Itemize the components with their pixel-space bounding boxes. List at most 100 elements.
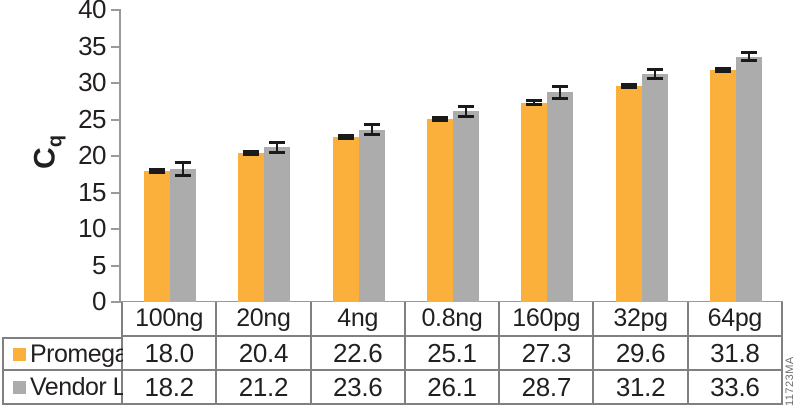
error-bar-cap-bottom <box>149 170 166 174</box>
error-bar-cap-bottom <box>269 150 286 154</box>
error-bar-cap-top <box>337 134 354 138</box>
category-cell: 4ng <box>311 302 406 337</box>
y-axis-tick <box>111 191 121 194</box>
category-cell: 160pg <box>500 302 595 337</box>
value-cell-promega-20ng: 20.4 <box>217 337 312 371</box>
bar-vendor-l-100ng <box>170 169 197 302</box>
value-cell-promega-0.8ng: 25.1 <box>405 337 501 371</box>
legend-label: Promega <box>30 339 128 368</box>
y-axis-tick <box>111 45 121 48</box>
legend-color-swatch-icon <box>13 380 26 394</box>
bar-vendor-l-4ng <box>358 129 385 302</box>
y-tick-label: 35 <box>78 30 106 61</box>
bar-vendor-l-0.8ng <box>453 111 479 302</box>
error-bar-line <box>747 52 750 61</box>
category-cell: 100ng <box>123 302 218 337</box>
y-axis-tick <box>111 228 121 230</box>
y-tick-label: 20 <box>78 139 106 170</box>
value-cell-promega-64pg: 31.8 <box>688 337 783 371</box>
error-bar-cap-bottom <box>714 70 731 74</box>
error-bar-line <box>465 106 467 117</box>
error-bar-line <box>533 100 536 105</box>
y-tick-label: 30 <box>78 66 106 97</box>
bar-promega-160pg <box>521 102 548 302</box>
error-bar-cap-bottom <box>432 118 448 122</box>
value-cell-vendor-l-0.8ng: 26.1 <box>405 371 501 405</box>
y-axis-tick <box>111 82 121 84</box>
value-cell-vendor-l-64pg: 33.6 <box>688 371 783 405</box>
y-axis-tick <box>111 9 121 11</box>
error-bar-cap-top <box>149 167 166 171</box>
value-cell-promega-100ng: 18.0 <box>123 337 218 371</box>
value-cell-vendor-l-4ng: 23.6 <box>311 371 406 405</box>
error-bar-cap-bottom <box>646 77 663 81</box>
legend-cell-promega: Promega <box>2 337 128 371</box>
error-bar-cap-bottom <box>175 174 192 178</box>
value-cell-vendor-l-160pg: 28.7 <box>500 371 595 405</box>
category-cell: 32pg <box>594 302 689 337</box>
value-cell-vendor-l-32pg: 31.2 <box>594 371 689 405</box>
error-bar-cap-top <box>269 140 286 144</box>
value-cell-vendor-l-20ng: 21.2 <box>217 371 312 405</box>
legend-cell-vendor-l: Vendor L <box>2 371 127 405</box>
bar-vendor-l-160pg <box>547 92 574 302</box>
error-bar-cap-top <box>740 51 757 55</box>
error-bar-cap-top <box>243 150 260 154</box>
value-cell-vendor-l-100ng: 18.2 <box>123 371 218 405</box>
value-cell-promega-32pg: 29.6 <box>594 337 689 371</box>
y-tick-label: 0 <box>92 285 106 316</box>
bar-promega-32pg <box>615 85 642 302</box>
error-bar-cap-bottom <box>526 103 543 107</box>
bar-promega-100ng <box>144 170 171 302</box>
value-cell-promega-160pg: 27.3 <box>500 337 595 371</box>
error-bar-cap-top <box>363 123 380 127</box>
table-corner-blank <box>2 302 123 337</box>
category-cell: 20ng <box>217 302 312 337</box>
y-tick-label: 25 <box>78 103 106 134</box>
error-bar-cap-bottom <box>243 153 260 157</box>
y-tick-label: 5 <box>92 249 106 280</box>
data-table: 100ng 20ng 4ng 0.8ng 160pg 32pg 64pg Promega 18.… <box>2 302 783 405</box>
bar-promega-20ng <box>238 153 265 302</box>
y-tick-label: 40 <box>78 0 106 24</box>
error-bar-line <box>653 69 656 79</box>
error-bar-line <box>721 68 724 72</box>
error-bar-cap-top <box>620 82 637 86</box>
error-bar-line <box>276 142 279 153</box>
y-tick-label: 15 <box>78 176 106 207</box>
error-bar-cap-top <box>552 85 569 89</box>
error-bar-cap-top <box>714 66 731 70</box>
y-axis-tick <box>111 155 121 157</box>
error-bar-cap-top <box>458 104 474 108</box>
error-bar-line <box>182 162 185 176</box>
bar-vendor-l-20ng <box>264 147 291 302</box>
y-axis-tick <box>111 301 121 303</box>
value-cell-promega-4ng: 22.6 <box>311 337 406 371</box>
category-cell: 64pg <box>688 302 783 337</box>
bar-vendor-l-64pg <box>735 56 762 302</box>
category-cell: 0.8ng <box>405 302 501 337</box>
legend-label: Vendor L <box>30 372 127 401</box>
bar-vendor-l-32pg <box>641 74 668 302</box>
error-bar-cap-top <box>175 161 192 165</box>
error-bar-cap-bottom <box>552 96 569 100</box>
error-bar-cap-top <box>432 115 448 119</box>
bar-promega-4ng <box>332 137 359 302</box>
error-bar-cap-top <box>526 99 543 103</box>
error-bar-cap-bottom <box>620 86 637 90</box>
y-tick-label: 10 <box>78 212 106 243</box>
bar-promega-64pg <box>709 69 736 302</box>
error-bar-line <box>370 124 373 135</box>
y-axis-tick <box>111 118 121 121</box>
error-bar-cap-bottom <box>458 115 474 119</box>
legend-color-swatch-icon <box>13 347 26 361</box>
bar-promega-0.8ng <box>427 118 453 302</box>
error-bar-cap-top <box>646 68 663 72</box>
error-bar-cap-bottom <box>740 59 757 63</box>
figure-id-watermark: 11723MA <box>784 356 796 406</box>
y-axis-tick <box>111 264 121 267</box>
error-bar-cap-bottom <box>363 133 380 137</box>
error-bar-cap-bottom <box>337 136 354 140</box>
error-bar-line <box>627 84 630 88</box>
